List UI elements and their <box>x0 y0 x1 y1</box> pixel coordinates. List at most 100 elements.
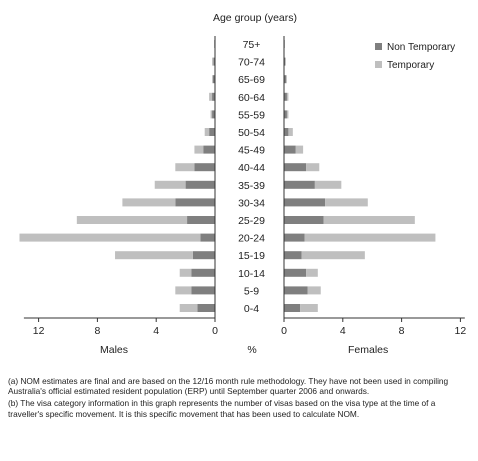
bar-male-temporary-40-44 <box>175 163 195 172</box>
bar-female-non-temporary-20-24 <box>284 233 305 242</box>
bar-female-temporary-35-39 <box>314 180 342 189</box>
bar-female-temporary-65-69 <box>286 75 287 84</box>
legend-label-non-temporary: Non Temporary <box>387 42 455 53</box>
bar-female-temporary-45-49 <box>295 145 304 154</box>
legend-swatch-non-temporary <box>375 43 382 50</box>
category-label-75: 75+ <box>243 39 261 51</box>
bar-male-non-temporary-40-44 <box>194 163 215 172</box>
category-label-25-29: 25-29 <box>238 215 265 227</box>
category-label-20-24: 20-24 <box>238 233 265 245</box>
bar-female-non-temporary-25-29 <box>284 216 324 224</box>
population-pyramid-chart: Age group (years) 75+ 70-74 65-69 60-64 55-5… <box>19 12 467 356</box>
right-tick-label-8: 8 <box>399 325 405 337</box>
bar-male-non-temporary-30-34 <box>175 198 215 207</box>
bar-female-non-temporary-15-19 <box>284 251 302 260</box>
bar-female-non-temporary-5-9 <box>284 286 308 295</box>
bar-female-temporary-40-44 <box>306 163 320 172</box>
bar-male-temporary-0-4 <box>179 304 198 312</box>
legend: Non Temporary Temporary <box>375 42 455 71</box>
category-label-50-54: 50-54 <box>238 127 265 139</box>
bar-male-non-temporary-10-14 <box>191 268 215 277</box>
left-tick-label-8: 8 <box>94 325 100 337</box>
bar-female-non-temporary-55-59 <box>284 110 287 119</box>
tick-labels: 12 8 4 0 0 4 8 12 <box>33 325 467 337</box>
legend-swatch-temporary <box>375 61 382 68</box>
bar-male-temporary-30-34 <box>122 198 176 207</box>
bar-male-non-temporary-25-29 <box>187 216 215 224</box>
category-label-10-14: 10-14 <box>238 268 265 280</box>
bar-female-non-temporary-35-39 <box>284 180 315 189</box>
bar-female-temporary-60-64 <box>286 92 289 101</box>
category-label-15-19: 15-19 <box>238 250 265 262</box>
left-tick-label-12: 12 <box>33 325 45 337</box>
category-label-40-44: 40-44 <box>238 162 265 174</box>
bar-female-temporary-55-59 <box>286 110 289 119</box>
chart-title: Age group (years) <box>213 12 297 24</box>
females-label: Females <box>348 344 388 356</box>
males-label: Males <box>100 344 128 356</box>
bar-male-non-temporary-60-64 <box>212 92 215 101</box>
category-label-60-64: 60-64 <box>238 92 265 104</box>
bar-male-temporary-25-29 <box>76 216 188 224</box>
bar-female-temporary-15-19 <box>301 251 365 260</box>
category-label-70-74: 70-74 <box>238 57 265 69</box>
bar-male-temporary-20-24 <box>19 233 201 242</box>
bar-female-non-temporary-70-74 <box>284 57 286 66</box>
x-axis-unit-label: % <box>247 344 256 356</box>
bar-female-non-temporary-10-14 <box>284 268 307 277</box>
bar-female-temporary-50-54 <box>288 128 293 136</box>
bar-male-temporary-60-64 <box>209 92 213 101</box>
bars-group <box>19 40 436 312</box>
bar-female-non-temporary-60-64 <box>284 92 287 101</box>
bar-male-temporary-55-59 <box>210 110 213 119</box>
bar-male-temporary-65-69 <box>212 75 213 84</box>
footnote-b: (b) The visa category information in thi… <box>8 398 436 419</box>
bar-female-non-temporary-65-69 <box>284 75 287 84</box>
footnotes: (a) NOM estimates are final and are base… <box>8 376 470 421</box>
category-label-30-34: 30-34 <box>238 197 265 209</box>
bar-male-non-temporary-15-19 <box>192 251 215 260</box>
bar-male-non-temporary-65-69 <box>212 75 215 84</box>
category-label-5-9: 5-9 <box>244 285 259 297</box>
bar-female-temporary-0-4 <box>300 304 318 312</box>
bar-female-non-temporary-0-4 <box>284 304 301 312</box>
bar-male-temporary-35-39 <box>154 180 186 189</box>
right-tick-label-0: 0 <box>281 325 287 337</box>
bar-male-non-temporary-50-54 <box>209 128 215 136</box>
bar-male-non-temporary-35-39 <box>185 180 215 189</box>
footnote-a: (a) NOM estimates are final and are base… <box>8 376 449 397</box>
category-label-35-39: 35-39 <box>238 180 265 192</box>
bar-male-temporary-15-19 <box>115 251 193 260</box>
bar-male-temporary-5-9 <box>175 286 192 295</box>
right-tick-label-4: 4 <box>340 325 346 337</box>
bar-male-non-temporary-20-24 <box>200 233 215 242</box>
bar-female-non-temporary-30-34 <box>284 198 326 207</box>
bar-male-non-temporary-70-74 <box>213 57 215 66</box>
bar-female-non-temporary-40-44 <box>284 163 307 172</box>
bar-male-non-temporary-55-59 <box>212 110 215 119</box>
bar-female-non-temporary-45-49 <box>284 145 296 154</box>
axes-group <box>23 36 465 322</box>
category-label-65-69: 65-69 <box>238 74 265 86</box>
left-tick-label-4: 4 <box>153 325 159 337</box>
bar-male-temporary-10-14 <box>179 268 192 277</box>
bar-male-temporary-70-74 <box>212 57 214 66</box>
bar-male-non-temporary-0-4 <box>197 304 215 312</box>
category-labels: 75+ 70-74 65-69 60-64 55-59 50-54 45-49 40-44 35… <box>238 39 265 315</box>
bar-male-temporary-50-54 <box>204 128 210 136</box>
left-tick-label-0: 0 <box>212 325 218 337</box>
legend-label-temporary: Temporary <box>387 60 434 71</box>
bar-male-temporary-45-49 <box>194 145 204 154</box>
bar-female-temporary-20-24 <box>304 233 436 242</box>
bar-female-non-temporary-50-54 <box>284 128 289 136</box>
category-label-45-49: 45-49 <box>238 145 265 157</box>
bar-male-non-temporary-45-49 <box>203 145 215 154</box>
category-label-0-4: 0-4 <box>244 303 259 315</box>
right-tick-label-12: 12 <box>455 325 467 337</box>
bar-female-temporary-5-9 <box>307 286 321 295</box>
bar-male-non-temporary-5-9 <box>191 286 215 295</box>
bar-female-temporary-30-34 <box>325 198 368 207</box>
category-label-55-59: 55-59 <box>238 109 265 121</box>
bar-female-temporary-10-14 <box>306 268 318 277</box>
bar-female-temporary-25-29 <box>323 216 415 224</box>
